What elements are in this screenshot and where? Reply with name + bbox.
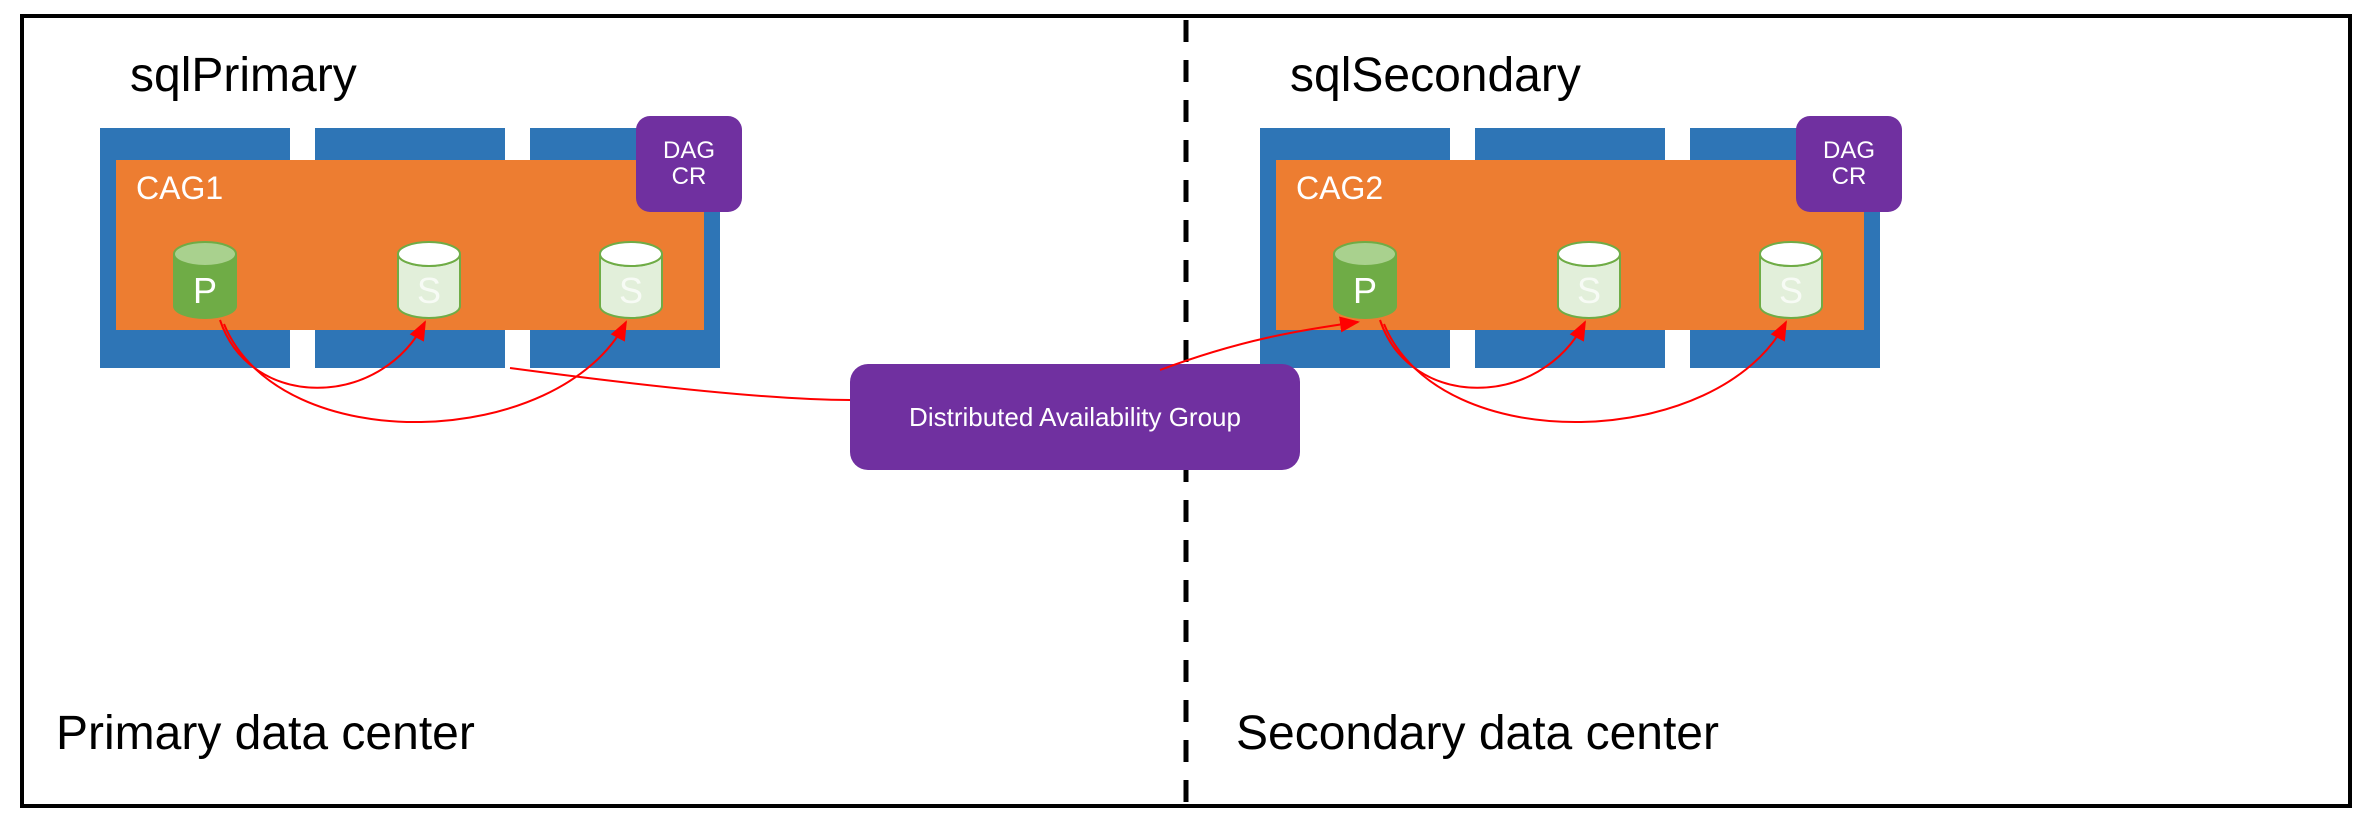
- primary-dag-badge: DAGCR: [636, 116, 742, 212]
- secondary-database-2: S: [1756, 240, 1826, 320]
- secondary-cluster-title: sqlSecondary: [1290, 48, 1581, 103]
- primary-database-0: P: [170, 240, 240, 320]
- primary-database-1: S: [394, 240, 464, 320]
- secondary-database-1-role: S: [1554, 270, 1624, 312]
- secondary-database-0-role: P: [1330, 270, 1400, 312]
- secondary-database-1: S: [1554, 240, 1624, 320]
- diagram-stage: CAG1sqlPrimaryPrimary data centerPSSDAGC…: [0, 0, 2372, 820]
- primary-cluster-title: sqlPrimary: [130, 48, 357, 103]
- secondary-dag-badge-line-0: DAG: [1823, 138, 1875, 164]
- primary-dag-badge-line-0: DAG: [663, 138, 715, 164]
- secondary-dag-badge-line-1: CR: [1832, 164, 1867, 190]
- primary-database-2-role: S: [596, 270, 666, 312]
- dag-center-box: Distributed Availability Group: [850, 364, 1300, 470]
- secondary-datacenter-label: Secondary data center: [1236, 706, 1719, 761]
- primary-dag-badge-line-1: CR: [672, 164, 707, 190]
- primary-database-0-role: P: [170, 270, 240, 312]
- primary-cag-label: CAG1: [136, 170, 223, 207]
- secondary-database-0: P: [1330, 240, 1400, 320]
- secondary-dag-badge: DAGCR: [1796, 116, 1902, 212]
- secondary-cag-label: CAG2: [1296, 170, 1383, 207]
- primary-database-2: S: [596, 240, 666, 320]
- primary-database-1-role: S: [394, 270, 464, 312]
- primary-datacenter-label: Primary data center: [56, 706, 475, 761]
- secondary-database-2-role: S: [1756, 270, 1826, 312]
